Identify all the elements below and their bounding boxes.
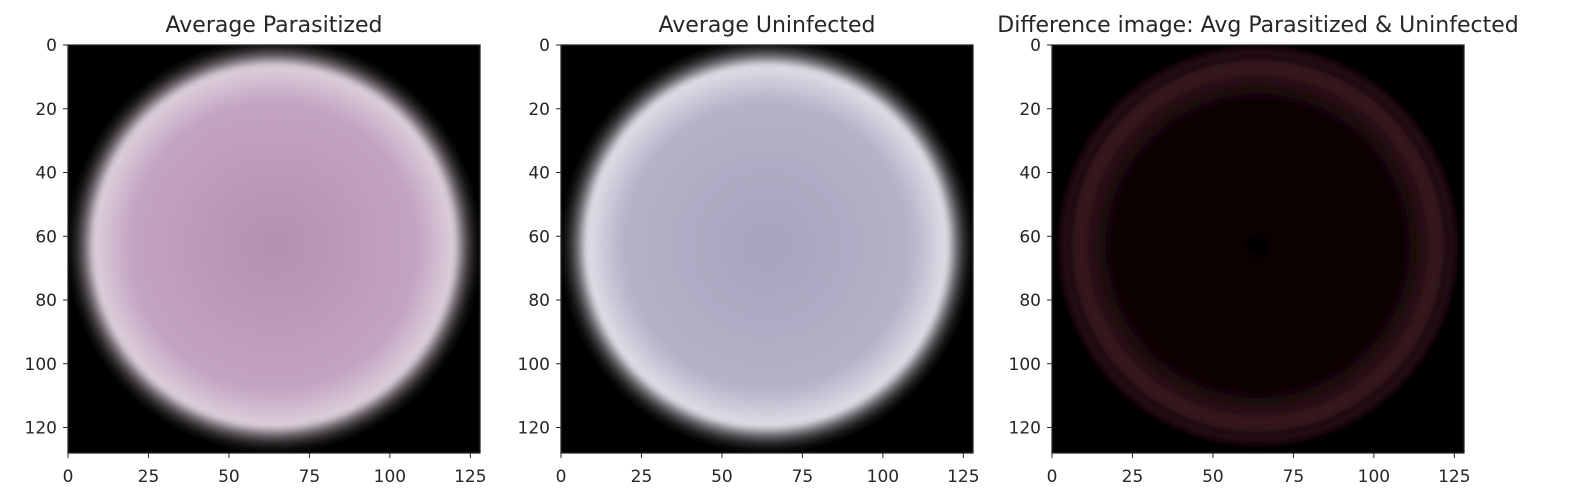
x-tick-label: 25 [138, 467, 160, 487]
axes-frame [67, 44, 481, 454]
y-tick-label: 80 [35, 291, 57, 311]
image-area [561, 45, 973, 453]
x-tick-label: 125 [947, 467, 979, 487]
y-tick-label: 0 [46, 36, 57, 56]
y-tick-label: 60 [528, 227, 550, 247]
image-area [1052, 45, 1464, 453]
y-tick-label: 80 [1019, 291, 1041, 311]
cell-blob [1052, 45, 1464, 453]
y-tick-label: 40 [1019, 164, 1041, 184]
y-tick-label: 60 [1019, 227, 1041, 247]
panel-title: Average Parasitized [166, 13, 383, 38]
y-tick-label: 20 [528, 100, 550, 120]
x-tick-label: 50 [1202, 467, 1224, 487]
x-tick-label: 0 [1047, 467, 1058, 487]
x-tick-label: 100 [867, 467, 899, 487]
y-tick-label: 120 [518, 419, 550, 439]
y-tick-label: 0 [539, 36, 550, 56]
y-tick-label: 60 [35, 227, 57, 247]
y-tick-label: 40 [35, 164, 57, 184]
x-tick-label: 0 [556, 467, 567, 487]
x-tick-label: 75 [792, 467, 814, 487]
y-tick-label: 100 [518, 355, 550, 375]
y-tick-label: 100 [25, 355, 57, 375]
axes-frame [560, 44, 974, 454]
x-tick-label: 125 [454, 467, 486, 487]
y-tick-label: 80 [528, 291, 550, 311]
y-tick-label: 20 [1019, 100, 1041, 120]
panel-title: Difference image: Avg Parasitized & Unin… [997, 13, 1518, 38]
cell-blob [68, 45, 480, 453]
y-tick-label: 120 [25, 419, 57, 439]
x-tick-label: 75 [299, 467, 321, 487]
y-tick-label: 100 [1009, 355, 1041, 375]
y-tick-label: 40 [528, 164, 550, 184]
x-tick-label: 50 [711, 467, 733, 487]
x-tick-label: 125 [1438, 467, 1470, 487]
axes-frame [1051, 44, 1465, 454]
image-area [68, 45, 480, 453]
x-tick-label: 25 [631, 467, 653, 487]
panel-average-parasitized: Average Parasitized 0 25 50 75 100 125 0 20 40 60… [25, 13, 487, 487]
y-tick-label: 20 [35, 100, 57, 120]
x-tick-label: 75 [1283, 467, 1305, 487]
x-tick-label: 25 [1122, 467, 1144, 487]
y-tick-label: 120 [1009, 419, 1041, 439]
y-tick-label: 0 [1030, 36, 1041, 56]
x-tick-label: 100 [374, 467, 406, 487]
cell-blob [561, 45, 973, 453]
x-tick-label: 100 [1358, 467, 1390, 487]
x-tick-label: 0 [63, 467, 74, 487]
difference-ring [1059, 47, 1457, 445]
x-tick-label: 50 [218, 467, 240, 487]
panel-title: Average Uninfected [659, 13, 876, 38]
panel-difference-image: Difference image: Avg Parasitized & Unin… [997, 13, 1518, 487]
panel-average-uninfected: Average Uninfected 0 25 50 75 100 125 0 20 40 60 8… [518, 13, 980, 487]
